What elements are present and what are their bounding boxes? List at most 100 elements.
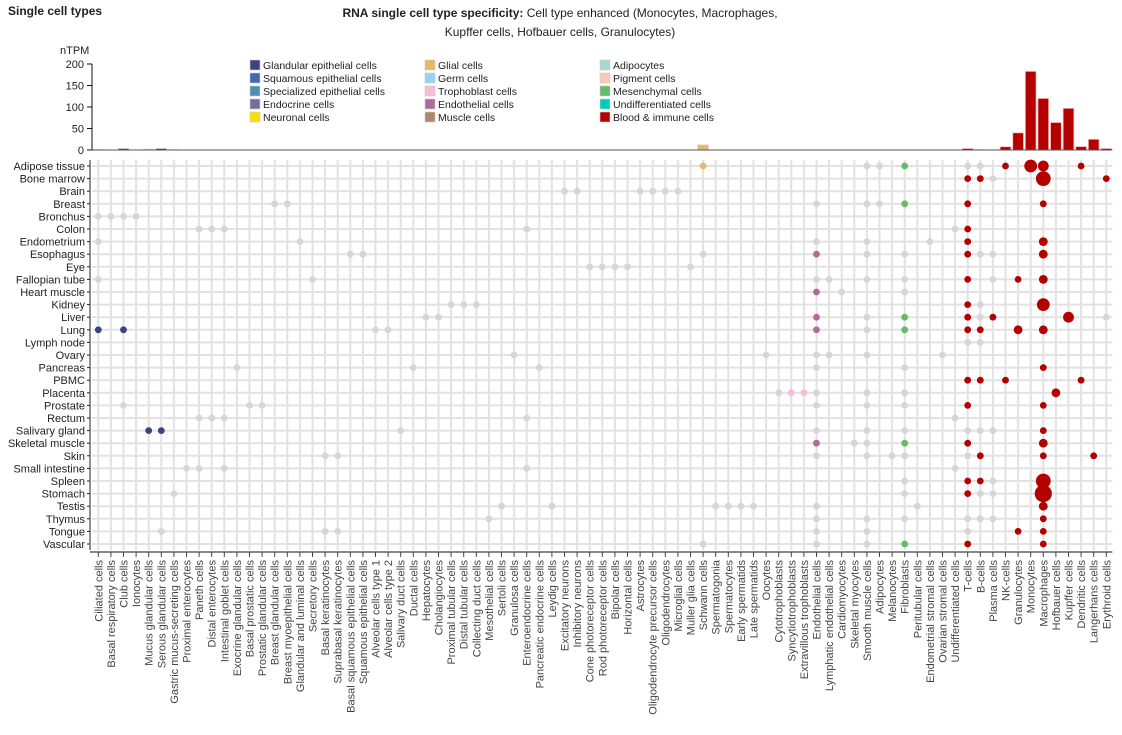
tissue-label: Rectum xyxy=(47,413,85,425)
dot-enhanced xyxy=(1002,376,1009,384)
tissue-label: Pancreas xyxy=(39,363,86,375)
dot-detected xyxy=(863,351,871,359)
x-tick-label: Oligodendrocyte precursor cells xyxy=(648,560,660,715)
dot-detected xyxy=(989,175,997,183)
dot-detected xyxy=(586,263,594,271)
dot-enhanced xyxy=(976,326,984,334)
dot-detected xyxy=(863,515,871,523)
dot-enhanced xyxy=(1063,311,1074,323)
dot-detected xyxy=(976,339,984,346)
dot-detected xyxy=(195,465,203,472)
x-tick-label: Lymphatic endothelial cells xyxy=(824,560,836,692)
dot-detected xyxy=(964,515,972,523)
tissue-label: Skeletal muscle xyxy=(8,438,85,450)
y-tick-label: 100 xyxy=(66,102,84,114)
dot-detected xyxy=(989,515,997,523)
chart-title-label: RNA single cell type specificity: xyxy=(342,6,524,20)
x-tick-label: Distal tubular cells xyxy=(459,560,471,650)
dot-detected xyxy=(863,528,871,535)
dot-detected xyxy=(170,490,178,497)
dot-enhanced xyxy=(800,389,808,397)
dot-detected xyxy=(548,502,556,510)
dot-detected xyxy=(976,490,984,497)
legend-swatch xyxy=(249,85,261,97)
x-tick-label: Salivary duct cells xyxy=(396,560,408,649)
tissue-label: Breast xyxy=(53,199,85,211)
dot-enhanced xyxy=(813,250,820,258)
dot-enhanced xyxy=(1036,298,1050,311)
dot-enhanced xyxy=(901,439,909,447)
dot-detected xyxy=(976,515,984,523)
dot-enhanced xyxy=(964,490,972,497)
dot-enhanced xyxy=(1039,515,1047,523)
dot-detected xyxy=(750,502,757,510)
x-tick-label: Glandular and luminal cells xyxy=(295,560,307,693)
dot-detected xyxy=(863,200,871,208)
x-tick-label: Endometrial stromal cells xyxy=(925,560,937,683)
x-tick-label: Cytotrophoblasts xyxy=(774,560,786,643)
dot-detected xyxy=(775,389,783,397)
dot-detected xyxy=(951,465,959,472)
dot-detected xyxy=(813,515,820,523)
dot-detected xyxy=(951,225,959,233)
x-tick-label: Ovarian stromal cells xyxy=(938,560,950,663)
dot-detected xyxy=(825,351,833,359)
bar-series xyxy=(92,70,1113,151)
legend-swatch xyxy=(424,72,436,84)
x-tick-label: Oocytes xyxy=(761,560,773,601)
legend-swatch xyxy=(249,111,261,123)
x-tick-label: Endothelial cells xyxy=(812,560,824,640)
x-tick-label: T-cells xyxy=(963,560,975,592)
dot-detected xyxy=(321,528,329,535)
dot-detected xyxy=(901,490,909,497)
dot-enhanced xyxy=(1102,175,1110,183)
legend-label: Squamous epithelial cells xyxy=(263,73,381,85)
tissue-label: Bone marrow xyxy=(20,174,85,186)
y-axis: 0 50 100 150 200 xyxy=(66,59,93,157)
dot-enhanced xyxy=(1035,473,1051,489)
dot-detected xyxy=(901,402,909,409)
dot-detected xyxy=(863,427,871,434)
x-tick-label: Hofbauer cells xyxy=(1051,560,1063,631)
dot-detected xyxy=(498,502,505,510)
bar-macrophages xyxy=(1037,98,1050,151)
legend-label: Neuronal cells xyxy=(263,112,330,124)
dot-detected xyxy=(195,225,203,233)
dot-detected xyxy=(334,452,342,460)
x-tick-label: Paneth cells xyxy=(194,560,206,620)
dot-detected xyxy=(624,263,631,271)
x-tick-label: Mucus glandular cells xyxy=(144,560,156,666)
dot-detected xyxy=(913,502,921,510)
tissue-label: Bronchus xyxy=(39,211,86,223)
dot-enhanced xyxy=(1013,325,1023,335)
tissue-label: Fallopian tube xyxy=(16,274,85,286)
dot-detected xyxy=(976,250,984,258)
x-tick-label: Skeletal myocytes xyxy=(849,560,861,649)
dot-enhanced xyxy=(1039,540,1047,548)
x-tick-label: NK-cells xyxy=(1001,560,1013,601)
y-tick-label: 0 xyxy=(78,145,84,157)
x-tick-label: Macrophages xyxy=(1038,560,1050,627)
bar-hofbauer-cells xyxy=(1050,122,1062,151)
legend-swatch xyxy=(599,85,611,97)
dot-detected xyxy=(94,276,102,283)
tissue-label: Placenta xyxy=(42,388,86,400)
dot-detected xyxy=(863,313,871,321)
dot-detected xyxy=(510,351,518,359)
dot-detected xyxy=(94,213,102,220)
x-tick-label: Excitatory neurons xyxy=(560,560,572,652)
legend-swatch xyxy=(424,111,436,123)
x-tick-label: Langerhans cells xyxy=(1089,560,1101,644)
tissue-label: Testis xyxy=(57,501,86,513)
legend-swatch xyxy=(599,72,611,84)
dot-detected xyxy=(813,276,820,283)
section-title: Single cell types xyxy=(8,4,103,18)
dot-detected xyxy=(762,351,770,359)
dot-detected xyxy=(485,515,493,523)
x-tick-label: Pancreatic endocrine cells xyxy=(534,560,546,689)
x-tick-label: Spermatocytes xyxy=(723,560,735,634)
dot-enhanced xyxy=(964,250,972,258)
dot-detected xyxy=(661,187,669,195)
dot-enhanced xyxy=(901,313,909,321)
dot-detected xyxy=(724,502,732,510)
